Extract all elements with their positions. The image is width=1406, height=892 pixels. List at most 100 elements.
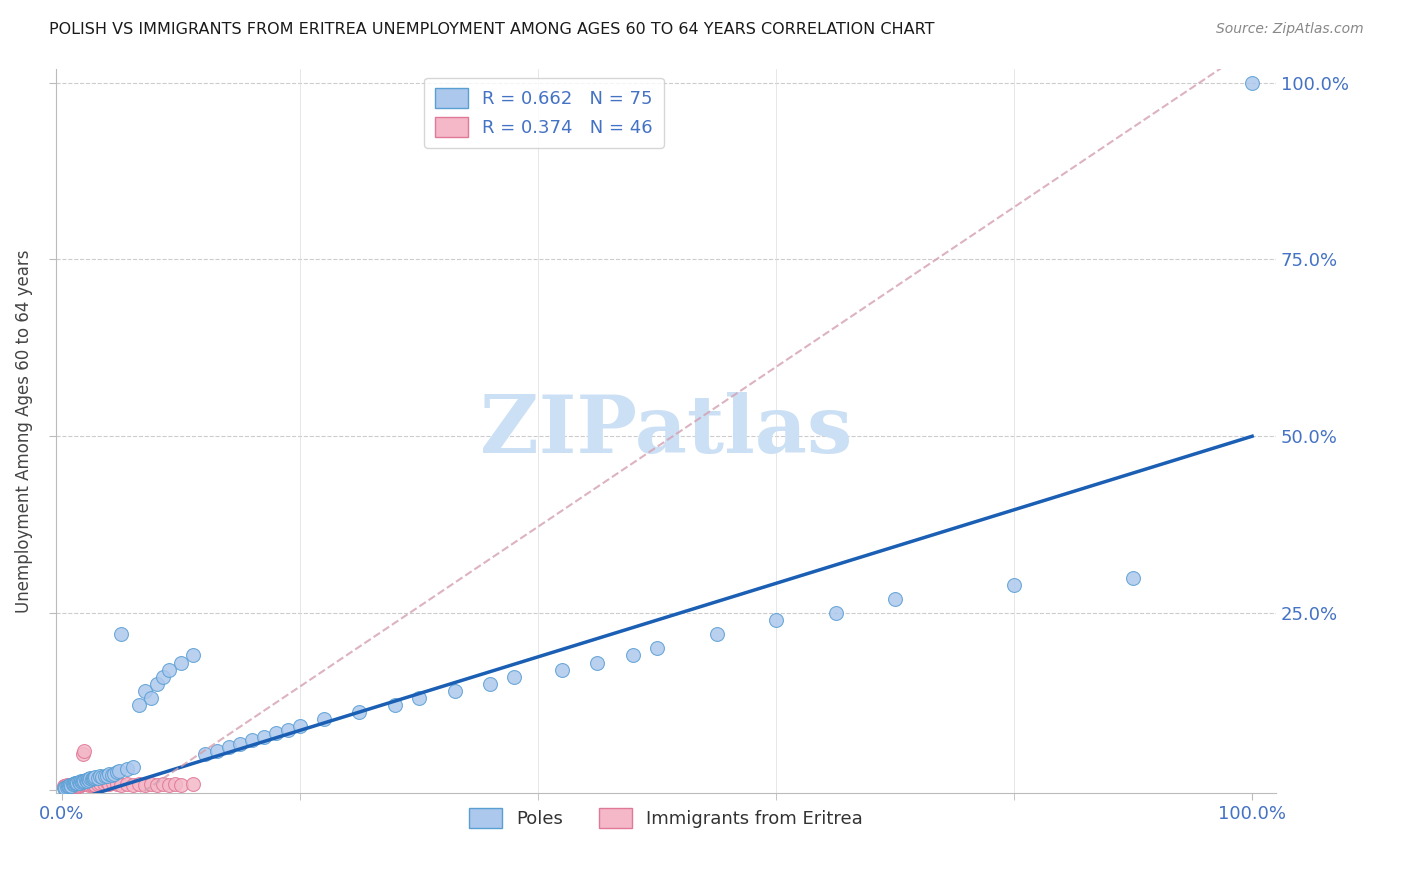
Legend: Poles, Immigrants from Eritrea: Poles, Immigrants from Eritrea: [463, 801, 870, 835]
Point: [89, 769, 111, 783]
Point: [384, 698, 406, 712]
Point: [181, 648, 204, 663]
Point: [157, 778, 180, 792]
Point: [69, 776, 91, 790]
Point: [82, 771, 104, 785]
Point: [55, 778, 77, 792]
Point: [163, 777, 186, 791]
Point: [89, 776, 111, 790]
Point: [62, 778, 84, 792]
Point: [253, 730, 276, 744]
Point: [58, 779, 80, 793]
Point: [194, 747, 217, 762]
Point: [170, 656, 193, 670]
Point: [80, 772, 103, 787]
Point: [117, 777, 139, 791]
Point: [83, 772, 105, 786]
Point: [551, 663, 574, 677]
Point: [55, 779, 77, 793]
Point: [70, 774, 93, 789]
Point: [157, 663, 180, 677]
Point: [62, 777, 84, 791]
Point: [134, 683, 156, 698]
Point: [479, 677, 502, 691]
Point: [105, 777, 128, 791]
Point: [117, 762, 139, 776]
Point: [181, 777, 204, 791]
Point: [765, 613, 787, 627]
Point: [134, 778, 156, 792]
Point: [76, 773, 98, 788]
Point: [91, 770, 114, 784]
Point: [139, 777, 162, 791]
Point: [86, 777, 108, 791]
Point: [60, 779, 83, 793]
Point: [59, 778, 82, 792]
Point: [55, 780, 77, 795]
Point: [128, 777, 150, 791]
Point: [76, 776, 98, 790]
Point: [79, 777, 101, 791]
Point: [86, 771, 108, 785]
Point: [264, 726, 287, 740]
Point: [53, 779, 76, 793]
Point: [110, 627, 132, 641]
Point: [1122, 571, 1144, 585]
Point: [101, 776, 124, 790]
Point: [621, 648, 644, 663]
Point: [229, 737, 252, 751]
Point: [152, 777, 174, 791]
Point: [122, 778, 145, 792]
Point: [63, 776, 86, 790]
Point: [62, 777, 84, 791]
Text: POLISH VS IMMIGRANTS FROM ERITREA UNEMPLOYMENT AMONG AGES 60 TO 64 YEARS CORRELA: POLISH VS IMMIGRANTS FROM ERITREA UNEMPL…: [49, 22, 935, 37]
Point: [110, 778, 132, 792]
Point: [122, 760, 145, 774]
Point: [443, 683, 465, 698]
Point: [170, 778, 193, 792]
Point: [77, 777, 100, 791]
Point: [72, 747, 94, 762]
Point: [240, 733, 263, 747]
Point: [70, 775, 93, 789]
Point: [70, 776, 93, 790]
Point: [79, 772, 101, 786]
Point: [98, 767, 121, 781]
Point: [72, 773, 94, 788]
Point: [277, 723, 299, 737]
Point: [53, 781, 76, 796]
Point: [56, 779, 79, 793]
Point: [62, 779, 84, 793]
Text: Source: ZipAtlas.com: Source: ZipAtlas.com: [1216, 22, 1364, 37]
Point: [73, 774, 96, 789]
Point: [205, 744, 228, 758]
Point: [146, 677, 169, 691]
Point: [77, 772, 100, 787]
Point: [288, 719, 311, 733]
Point: [146, 778, 169, 792]
Point: [73, 744, 96, 758]
Point: [105, 765, 128, 780]
Point: [56, 779, 79, 793]
Point: [67, 779, 90, 793]
Point: [59, 778, 82, 792]
Point: [101, 768, 124, 782]
Point: [98, 777, 121, 791]
Point: [82, 778, 104, 792]
Point: [312, 712, 335, 726]
Point: [96, 775, 118, 789]
Point: [65, 776, 87, 790]
Point: [645, 641, 668, 656]
Point: [67, 775, 90, 789]
Point: [66, 777, 89, 791]
Point: [139, 690, 162, 705]
Point: [70, 777, 93, 791]
Point: [93, 776, 115, 790]
Point: [63, 779, 86, 793]
Point: [218, 740, 240, 755]
Point: [884, 591, 907, 606]
Point: [60, 779, 83, 793]
Point: [408, 690, 430, 705]
Point: [108, 764, 131, 778]
Point: [349, 705, 371, 719]
